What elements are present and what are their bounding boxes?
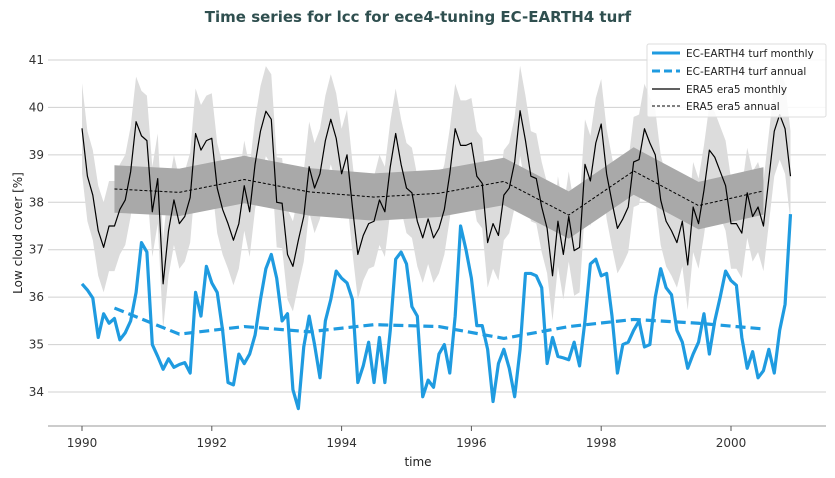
y-tick-label: 35 [29, 338, 44, 352]
chart-title: Time series for lcc for ece4-tuning EC-E… [205, 8, 632, 26]
x-axis-label: time [404, 455, 431, 469]
ec-earth4-monthly-line [80, 214, 793, 411]
x-tick-label: 1998 [586, 436, 617, 450]
legend-era-monthly: ERA5 era5 monthly [686, 84, 787, 96]
y-tick-label: 36 [29, 290, 44, 304]
x-tick-label: 2000 [716, 436, 747, 450]
era5-monthly-line [81, 110, 792, 285]
y-axis-label: Low cloud cover [%] [11, 172, 25, 294]
legend: EC-EARTH4 turf monthly EC-EARTH4 turf an… [646, 43, 827, 118]
y-tick-label: 38 [29, 195, 44, 209]
x-tick-label: 1994 [326, 436, 357, 450]
x-tick-label: 1996 [456, 436, 487, 450]
legend-ec-monthly: EC-EARTH4 turf monthly [686, 48, 814, 60]
x-tick-label: 1990 [67, 436, 98, 450]
y-tick-label: 34 [29, 385, 44, 399]
y-tick-label: 41 [29, 53, 44, 67]
legend-era-annual: ERA5 era5 annual [686, 101, 780, 113]
y-tick-label: 40 [29, 100, 44, 114]
y-tick-label: 37 [29, 243, 44, 257]
ec-earth4-annual-line [113, 306, 764, 341]
y-tick-label: 39 [29, 148, 44, 162]
legend-ec-annual: EC-EARTH4 turf annual [686, 66, 806, 78]
x-tick-label: 1992 [197, 436, 228, 450]
